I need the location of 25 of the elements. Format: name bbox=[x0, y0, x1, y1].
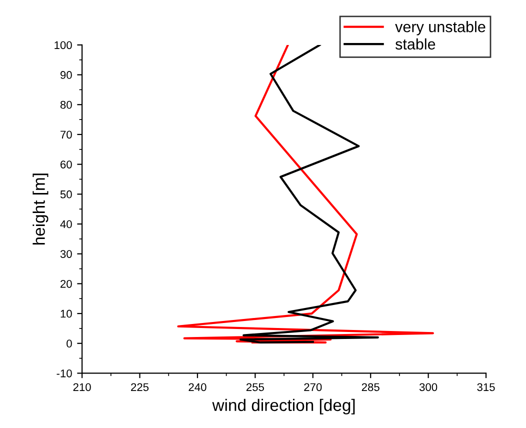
y-tick-label: 0 bbox=[66, 340, 72, 348]
y-tick-label: 100 bbox=[54, 41, 72, 50]
legend-label: very unstable bbox=[395, 21, 486, 36]
y-tick-label: 70 bbox=[60, 130, 72, 139]
x-tick-label: 255 bbox=[246, 383, 264, 392]
y-tick-label: 40 bbox=[60, 220, 72, 228]
y-tick-label: 80 bbox=[60, 100, 72, 109]
x-axis-title: wind direction [deg] bbox=[212, 398, 355, 414]
y-axis-title: height [m] bbox=[32, 174, 48, 245]
y-tick-label: 20 bbox=[60, 280, 72, 288]
y-tick-label: 10 bbox=[60, 310, 72, 318]
line-series bbox=[240, 44, 379, 344]
x-tick-label: 240 bbox=[188, 383, 206, 392]
y-tick-label: 60 bbox=[60, 160, 72, 168]
legend-label: stable bbox=[395, 38, 436, 50]
x-tick-label: 315 bbox=[477, 383, 495, 392]
y-tick-label: 90 bbox=[60, 71, 72, 79]
x-tick-label: 270 bbox=[304, 383, 322, 392]
x-tick-label: 225 bbox=[131, 383, 149, 392]
x-tick-label: 300 bbox=[419, 383, 438, 392]
y-tick-label: 30 bbox=[60, 250, 72, 258]
x-tick-label: 210 bbox=[73, 383, 91, 392]
x-tick-label: 285 bbox=[362, 383, 380, 392]
y-tick-label: 50 bbox=[60, 190, 72, 198]
y-tick-label: -10 bbox=[56, 369, 72, 378]
